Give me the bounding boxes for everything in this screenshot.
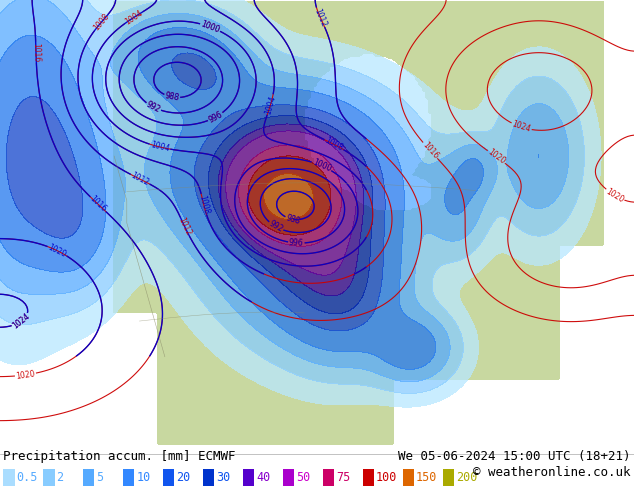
Text: 1012: 1012 bbox=[313, 7, 328, 28]
Text: 996: 996 bbox=[288, 238, 304, 248]
Text: 988: 988 bbox=[164, 91, 180, 103]
Bar bbox=[3, 469, 15, 487]
Text: 992: 992 bbox=[268, 219, 285, 234]
Text: 1000: 1000 bbox=[200, 20, 221, 35]
Bar bbox=[43, 469, 55, 487]
Text: 1012: 1012 bbox=[176, 216, 193, 237]
Text: We 05-06-2024 15:00 UTC (18+21): We 05-06-2024 15:00 UTC (18+21) bbox=[398, 450, 631, 464]
Text: 988: 988 bbox=[285, 213, 301, 226]
Text: 40: 40 bbox=[256, 471, 270, 484]
Bar bbox=[443, 469, 454, 487]
Text: 1008: 1008 bbox=[91, 12, 111, 33]
Text: 992: 992 bbox=[145, 100, 162, 115]
Bar bbox=[363, 469, 374, 487]
Text: 1020: 1020 bbox=[486, 147, 507, 166]
Text: 1004: 1004 bbox=[150, 140, 171, 154]
Text: 1004: 1004 bbox=[264, 94, 278, 115]
Text: 1020: 1020 bbox=[604, 187, 626, 204]
Text: 992: 992 bbox=[268, 219, 285, 234]
Bar bbox=[403, 469, 414, 487]
Text: 992: 992 bbox=[145, 100, 162, 115]
Bar bbox=[163, 469, 174, 487]
Text: 10: 10 bbox=[136, 471, 150, 484]
Text: 150: 150 bbox=[416, 471, 437, 484]
Text: 20: 20 bbox=[176, 471, 190, 484]
Text: 1020: 1020 bbox=[15, 369, 36, 381]
Text: © weatheronline.co.uk: © weatheronline.co.uk bbox=[474, 466, 631, 479]
Text: 988: 988 bbox=[164, 91, 180, 103]
Text: 996: 996 bbox=[207, 110, 224, 124]
Text: 1024: 1024 bbox=[511, 120, 532, 134]
Text: 200: 200 bbox=[456, 471, 477, 484]
Text: 30: 30 bbox=[216, 471, 230, 484]
Text: 1004: 1004 bbox=[123, 8, 145, 26]
Bar bbox=[123, 469, 134, 487]
Bar bbox=[243, 469, 254, 487]
Text: 1016: 1016 bbox=[31, 43, 41, 62]
Text: 1008: 1008 bbox=[323, 136, 345, 153]
Text: 1000: 1000 bbox=[200, 20, 221, 35]
Bar bbox=[283, 469, 294, 487]
Bar bbox=[83, 469, 94, 487]
Text: 1024: 1024 bbox=[11, 312, 32, 331]
Bar bbox=[323, 469, 334, 487]
Text: 2: 2 bbox=[56, 471, 63, 484]
Text: 0.5: 0.5 bbox=[16, 471, 38, 484]
Text: 100: 100 bbox=[376, 471, 398, 484]
Text: 988: 988 bbox=[285, 213, 301, 226]
Text: 1000: 1000 bbox=[311, 158, 332, 174]
Text: 5: 5 bbox=[96, 471, 103, 484]
Text: 75: 75 bbox=[336, 471, 350, 484]
Bar bbox=[203, 469, 214, 487]
Text: 996: 996 bbox=[288, 238, 304, 248]
Text: 1020: 1020 bbox=[47, 243, 68, 259]
Text: Precipitation accum. [mm] ECMWF: Precipitation accum. [mm] ECMWF bbox=[3, 450, 236, 464]
Text: 1024: 1024 bbox=[11, 312, 32, 331]
Text: 996: 996 bbox=[207, 110, 224, 124]
Text: 1016: 1016 bbox=[88, 195, 108, 214]
Text: 1000: 1000 bbox=[311, 158, 332, 174]
Text: 1008: 1008 bbox=[197, 194, 210, 215]
Text: 50: 50 bbox=[296, 471, 310, 484]
Text: 1016: 1016 bbox=[420, 140, 440, 161]
Text: 1012: 1012 bbox=[129, 171, 151, 188]
